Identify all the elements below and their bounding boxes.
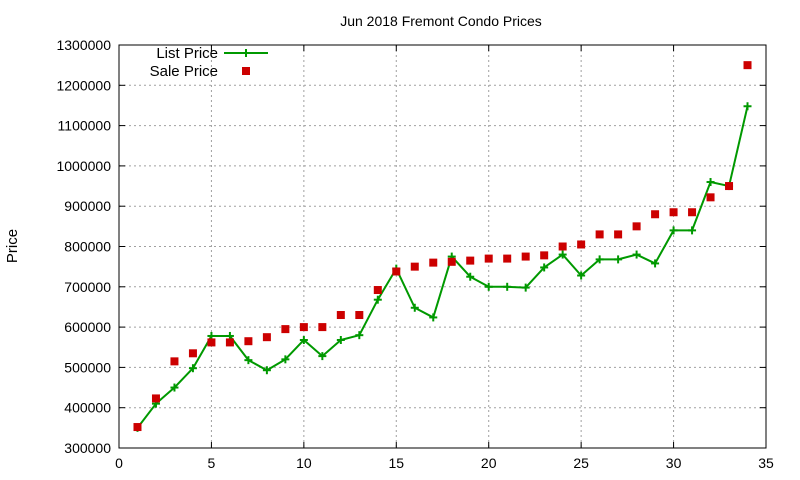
data-point-sale-price	[170, 357, 179, 366]
legend-key-sale-price	[242, 67, 250, 75]
data-point-list-price	[743, 102, 752, 111]
data-point-list-price	[318, 352, 327, 361]
data-point-list-price	[355, 331, 364, 340]
legend-label-sale-price: Sale Price	[150, 63, 218, 80]
y-tick-label: 1300000	[56, 37, 111, 53]
data-point-sale-price	[632, 222, 641, 231]
data-point-list-price	[558, 250, 567, 259]
data-point-list-price	[632, 250, 641, 259]
y-axis-label: Price	[4, 229, 21, 263]
data-point-list-price	[614, 255, 623, 264]
data-point-sale-price	[706, 193, 715, 202]
x-tick-label: 10	[296, 455, 312, 471]
data-point-list-price	[429, 313, 438, 322]
grid-lines	[119, 45, 766, 448]
data-point-sale-price	[336, 311, 345, 320]
y-tick-label: 1000000	[56, 158, 111, 174]
data-point-list-price	[484, 282, 493, 291]
data-point-list-price	[688, 226, 697, 235]
y-axis-tick-labels: 300000 400000 500000 600000 700000 800000 9000…	[56, 37, 111, 456]
data-point-list-price	[540, 263, 549, 272]
axis-ticks	[118, 44, 767, 449]
data-point-list-price	[410, 303, 419, 312]
data-point-sale-price	[151, 394, 160, 403]
data-point-list-price	[373, 295, 382, 304]
x-tick-label: 35	[758, 455, 774, 471]
legend-marker-list-price	[242, 49, 250, 57]
data-point-sale-price	[688, 208, 697, 217]
y-tick-label: 400000	[64, 400, 111, 416]
data-point-list-price	[281, 355, 290, 364]
data-point-list-price	[669, 226, 678, 235]
data-point-sale-price	[577, 240, 586, 249]
series-sale-price	[133, 61, 752, 432]
data-point-sale-price	[392, 267, 401, 276]
data-point-list-price	[299, 335, 308, 344]
data-point-sale-price	[133, 423, 142, 432]
data-point-list-price	[262, 366, 271, 375]
y-tick-label: 500000	[64, 359, 111, 375]
x-axis-tick-labels: 0 5 10 15 20 25 30 35	[115, 455, 774, 471]
data-point-list-price	[521, 283, 530, 292]
legend-key-list-price	[224, 49, 268, 57]
y-tick-label: 700000	[64, 279, 111, 295]
data-point-sale-price	[262, 333, 271, 342]
x-tick-label: 15	[388, 455, 404, 471]
data-point-sale-price	[281, 325, 290, 334]
data-point-sale-price	[521, 252, 530, 261]
legend-label-list-price: List Price	[156, 45, 218, 62]
data-point-sale-price	[466, 256, 475, 265]
y-tick-label: 800000	[64, 239, 111, 255]
data-point-sale-price	[373, 286, 382, 295]
plot-area	[118, 44, 767, 449]
x-tick-label: 20	[481, 455, 497, 471]
y-tick-label: 600000	[64, 319, 111, 335]
x-tick-label: 25	[573, 455, 589, 471]
data-point-sale-price	[447, 257, 456, 266]
y-tick-label: 1100000	[58, 118, 112, 134]
x-tick-label: 5	[208, 455, 216, 471]
data-point-sale-price	[743, 61, 752, 70]
data-point-list-price	[170, 383, 179, 392]
data-point-sale-price	[614, 230, 623, 239]
data-series	[133, 61, 752, 432]
y-tick-label: 300000	[64, 440, 111, 456]
chart-title: Jun 2018 Fremont Condo Prices	[340, 13, 542, 29]
data-point-sale-price	[540, 251, 549, 260]
data-point-sale-price	[669, 208, 678, 217]
data-point-list-price	[577, 271, 586, 280]
series-line-list-price	[136, 106, 749, 429]
legend: List Price Sale Price	[150, 45, 268, 80]
data-point-sale-price	[558, 242, 567, 251]
data-point-sale-price	[355, 311, 364, 320]
data-point-sale-price	[225, 338, 234, 347]
x-tick-label: 30	[666, 455, 682, 471]
data-point-sale-price	[188, 349, 197, 358]
data-point-sale-price	[595, 230, 604, 239]
data-point-sale-price	[484, 254, 493, 263]
x-tick-label: 0	[115, 455, 123, 471]
data-point-sale-price	[244, 337, 253, 346]
data-point-list-price	[503, 282, 512, 291]
data-point-sale-price	[318, 323, 327, 332]
data-point-sale-price	[651, 210, 660, 219]
data-point-list-price	[244, 356, 253, 365]
data-point-sale-price	[207, 338, 216, 347]
series-list-price	[133, 102, 752, 432]
data-point-list-price	[595, 255, 604, 264]
data-point-sale-price	[725, 182, 734, 191]
data-point-list-price	[188, 364, 197, 373]
data-point-sale-price	[410, 262, 419, 271]
legend-marker-sale-price	[242, 67, 250, 75]
data-point-list-price	[651, 259, 660, 268]
data-point-list-price	[466, 272, 475, 281]
data-point-sale-price	[429, 258, 438, 267]
data-point-sale-price	[503, 254, 512, 263]
y-tick-label: 900000	[64, 198, 111, 214]
data-point-sale-price	[299, 323, 308, 332]
data-point-list-price	[336, 335, 345, 344]
y-tick-label: 1200000	[56, 77, 111, 93]
data-point-list-price	[706, 178, 715, 187]
